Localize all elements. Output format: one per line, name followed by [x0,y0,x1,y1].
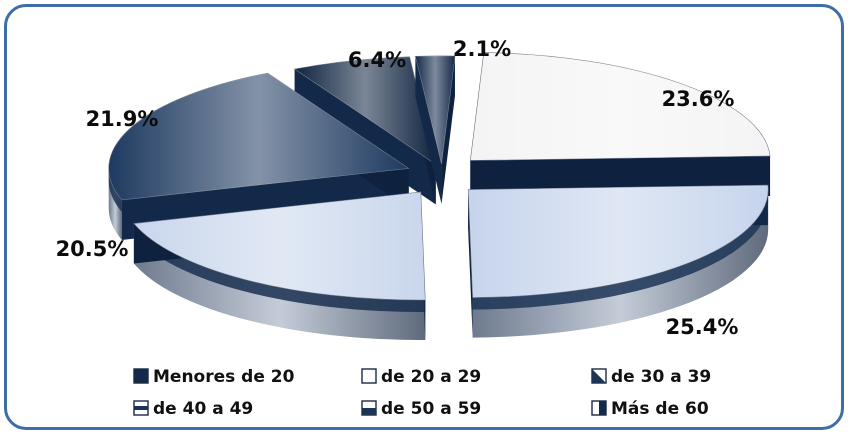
legend-label-de-30-a-39: de 30 a 39 [611,367,711,387]
legend-swatch-menores-de-20 [133,368,149,384]
pie-slice-menores-de-20 [415,55,456,204]
pie-cut-face [415,56,442,204]
legend-item-mas-de-60: Más de 60 [591,399,709,419]
data-label-de-20-a-29: 23.6% [662,87,735,111]
legend-item-de-50-a-59: de 50 a 59 [361,399,481,419]
data-label-menores-de-20: 2.1% [453,37,511,61]
pie-side-de-40-a-49 [133,223,426,341]
data-label-mas-de-60: 6.4% [348,48,406,72]
legend-label-de-40-a-49: de 40 a 49 [153,399,253,419]
legend-label-mas-de-60: Más de 60 [611,399,709,419]
data-label-de-50-a-59: 21.9% [86,107,159,131]
pie-cut-face [441,56,455,204]
legend-swatch-de-20-a-29 [361,368,377,384]
data-label-de-30-a-39: 25.4% [666,315,739,339]
legend-item-menores-de-20: Menores de 20 [133,367,295,387]
legend-item-de-40-a-49: de 40 a 49 [133,399,253,419]
pie-slice-de-40-a-49 [133,191,426,341]
legend-label-menores-de-20: Menores de 20 [153,367,295,387]
legend-label-de-50-a-59: de 50 a 59 [381,399,481,419]
legend-label-de-20-a-29: de 20 a 29 [381,367,481,387]
pie-cut-face [468,189,473,338]
pie-slice-de-30-a-39 [467,184,769,338]
data-label-de-40-a-49: 20.5% [56,237,129,261]
legend-item-de-20-a-29: de 20 a 29 [361,367,481,387]
legend-item-de-30-a-39: de 30 a 39 [591,367,711,387]
pie-slice-de-20-a-29 [469,52,771,201]
